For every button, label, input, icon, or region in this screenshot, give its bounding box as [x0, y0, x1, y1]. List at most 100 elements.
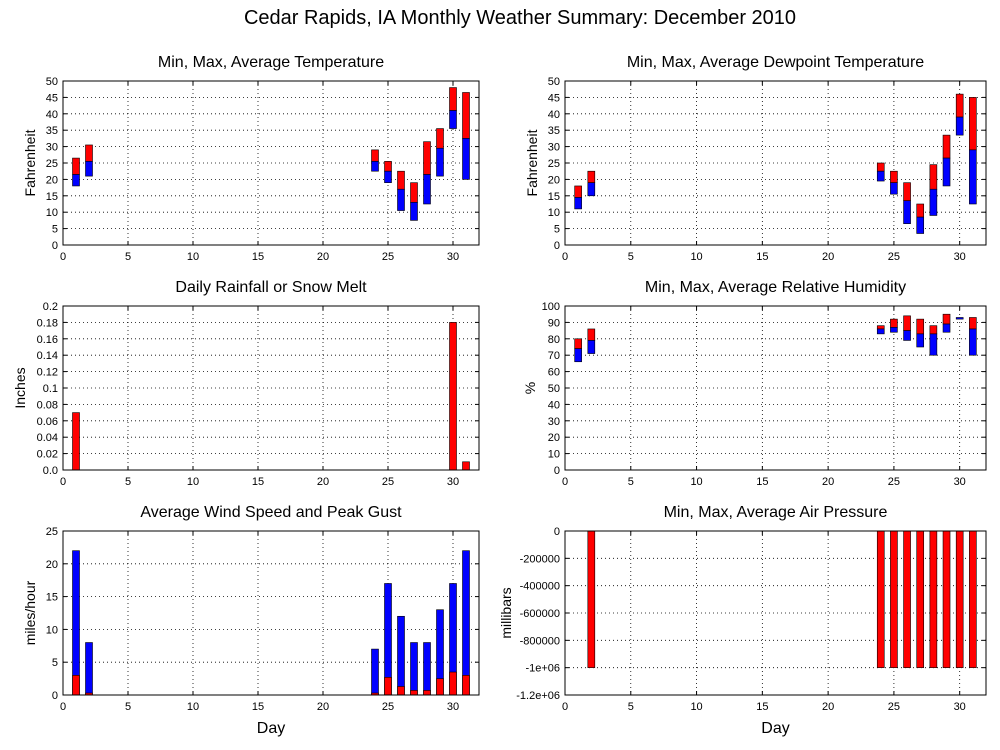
- xtick-label: 20: [317, 476, 329, 488]
- xtick-label: 15: [756, 251, 768, 263]
- bar-upper: [876, 162, 885, 172]
- ytick-label: 10: [46, 624, 58, 636]
- xtick-label: 30: [954, 701, 966, 713]
- ytick-label: 30: [548, 142, 560, 154]
- chart-rain: Daily Rainfall or Snow Melt 0.0 0.02 0.04 0.…: [12, 279, 480, 488]
- xtick-label: 20: [822, 701, 834, 713]
- plot-frame: [62, 530, 480, 696]
- bar-gust: [371, 648, 379, 696]
- ytick-label: -1.2e+06: [516, 690, 560, 702]
- ytick-label: 40: [548, 399, 560, 411]
- charts-grid: Min, Max, Average Temperature 0 5 10 15 20 25 3…: [12, 54, 987, 737]
- xtick-label: 25: [382, 251, 394, 263]
- bar-upper: [436, 128, 444, 149]
- xtick-label: 15: [252, 476, 264, 488]
- xtick-label: 5: [628, 476, 634, 488]
- ytick-label: 100: [542, 301, 560, 313]
- bar-lower: [449, 110, 457, 129]
- bar-lower: [587, 340, 596, 354]
- xtick-label: 10: [690, 251, 702, 263]
- bar-lower: [384, 170, 392, 183]
- bar-gust: [72, 550, 80, 696]
- ytick-label: 0.12: [37, 367, 58, 379]
- bar-lower: [574, 197, 582, 210]
- bar-upper: [890, 170, 898, 183]
- plot-frame: [564, 80, 987, 246]
- plot-frame: [62, 80, 480, 246]
- xtick-label: 30: [447, 251, 459, 263]
- bar-lower: [929, 188, 938, 216]
- bar-lower: [72, 174, 80, 187]
- ytick-label: 50: [548, 383, 560, 395]
- chart-wind: Average Wind Speed and Peak Gust 0 5 10 15 20…: [22, 504, 480, 737]
- ytick-label: 0.08: [37, 399, 58, 411]
- ytick-label: 15: [548, 191, 560, 203]
- bar-gust: [462, 550, 470, 696]
- xtick-label: 20: [822, 476, 834, 488]
- xtick-label: 30: [447, 476, 459, 488]
- xtick-label: 10: [187, 251, 199, 263]
- ytick-label: 5: [52, 224, 58, 236]
- bar-pressure: [942, 530, 951, 668]
- ytick-label: 45: [548, 92, 560, 104]
- bar-upper: [903, 182, 911, 202]
- bar-upper: [574, 185, 582, 198]
- ytick-label: 40: [46, 109, 58, 121]
- ytick-label: 90: [548, 317, 560, 329]
- y-axis-label: Fahrenheit: [22, 129, 38, 196]
- ytick-label: 10: [548, 207, 560, 219]
- chart-pres: Min, Max, Average Air Pressure 0 -200000 -4…: [498, 504, 987, 737]
- bar-pressure: [969, 530, 977, 668]
- ytick-label: 20: [46, 174, 58, 186]
- bar-upper: [587, 170, 596, 183]
- xtick-label: 30: [954, 476, 966, 488]
- plot-frame: [564, 305, 987, 471]
- chart-rh: Min, Max, Average Relative Humidity 0 10 20…: [522, 279, 987, 488]
- xtick-label: 15: [252, 251, 264, 263]
- xtick-label: 30: [954, 251, 966, 263]
- xtick-label: 20: [317, 701, 329, 713]
- ytick-label: 35: [548, 125, 560, 137]
- ytick-label: 0: [52, 690, 58, 702]
- y-axis-label: miles/hour: [22, 580, 38, 645]
- ytick-label: -400000: [520, 581, 560, 593]
- ytick-label: 0: [554, 465, 560, 477]
- bar-lower: [942, 323, 951, 333]
- xtick-label: 5: [125, 476, 131, 488]
- chart-title: Average Wind Speed and Peak Gust: [140, 504, 402, 521]
- xtick-label: 30: [447, 701, 459, 713]
- xtick-label: 10: [187, 476, 199, 488]
- xtick-label: 0: [60, 251, 66, 263]
- bar-precip: [462, 461, 470, 471]
- bar-upper: [410, 182, 418, 203]
- bar-lower: [462, 138, 470, 180]
- bar-upper: [929, 325, 938, 335]
- ytick-label: 60: [548, 367, 560, 379]
- bar-upper: [890, 318, 898, 328]
- bar-upper: [384, 161, 392, 172]
- page-title: Cedar Rapids, IA Monthly Weather Summary…: [244, 7, 796, 29]
- bar-precip: [72, 412, 80, 471]
- xtick-label: 0: [562, 701, 568, 713]
- bar-lower: [371, 161, 379, 172]
- ytick-label: 15: [46, 191, 58, 203]
- plot-frame: [564, 530, 987, 696]
- bar-lower: [969, 149, 977, 205]
- ytick-label: 0.18: [37, 317, 58, 329]
- bar-pressure: [929, 530, 938, 668]
- bar-lower: [85, 161, 93, 177]
- chart-title: Min, Max, Average Relative Humidity: [645, 279, 906, 296]
- bar-avg-wind: [410, 690, 418, 696]
- bar-gust: [85, 642, 93, 696]
- x-axis-label: Day: [761, 720, 789, 737]
- bar-upper: [903, 315, 911, 331]
- ytick-label: 20: [548, 174, 560, 186]
- bar-lower: [916, 333, 925, 348]
- xtick-label: 10: [690, 476, 702, 488]
- ytick-label: 45: [46, 92, 58, 104]
- ytick-label: 50: [548, 76, 560, 88]
- ytick-label: 30: [46, 142, 58, 154]
- bar-gust: [410, 642, 418, 696]
- ytick-label: 0: [52, 240, 58, 252]
- bar-upper: [942, 134, 951, 159]
